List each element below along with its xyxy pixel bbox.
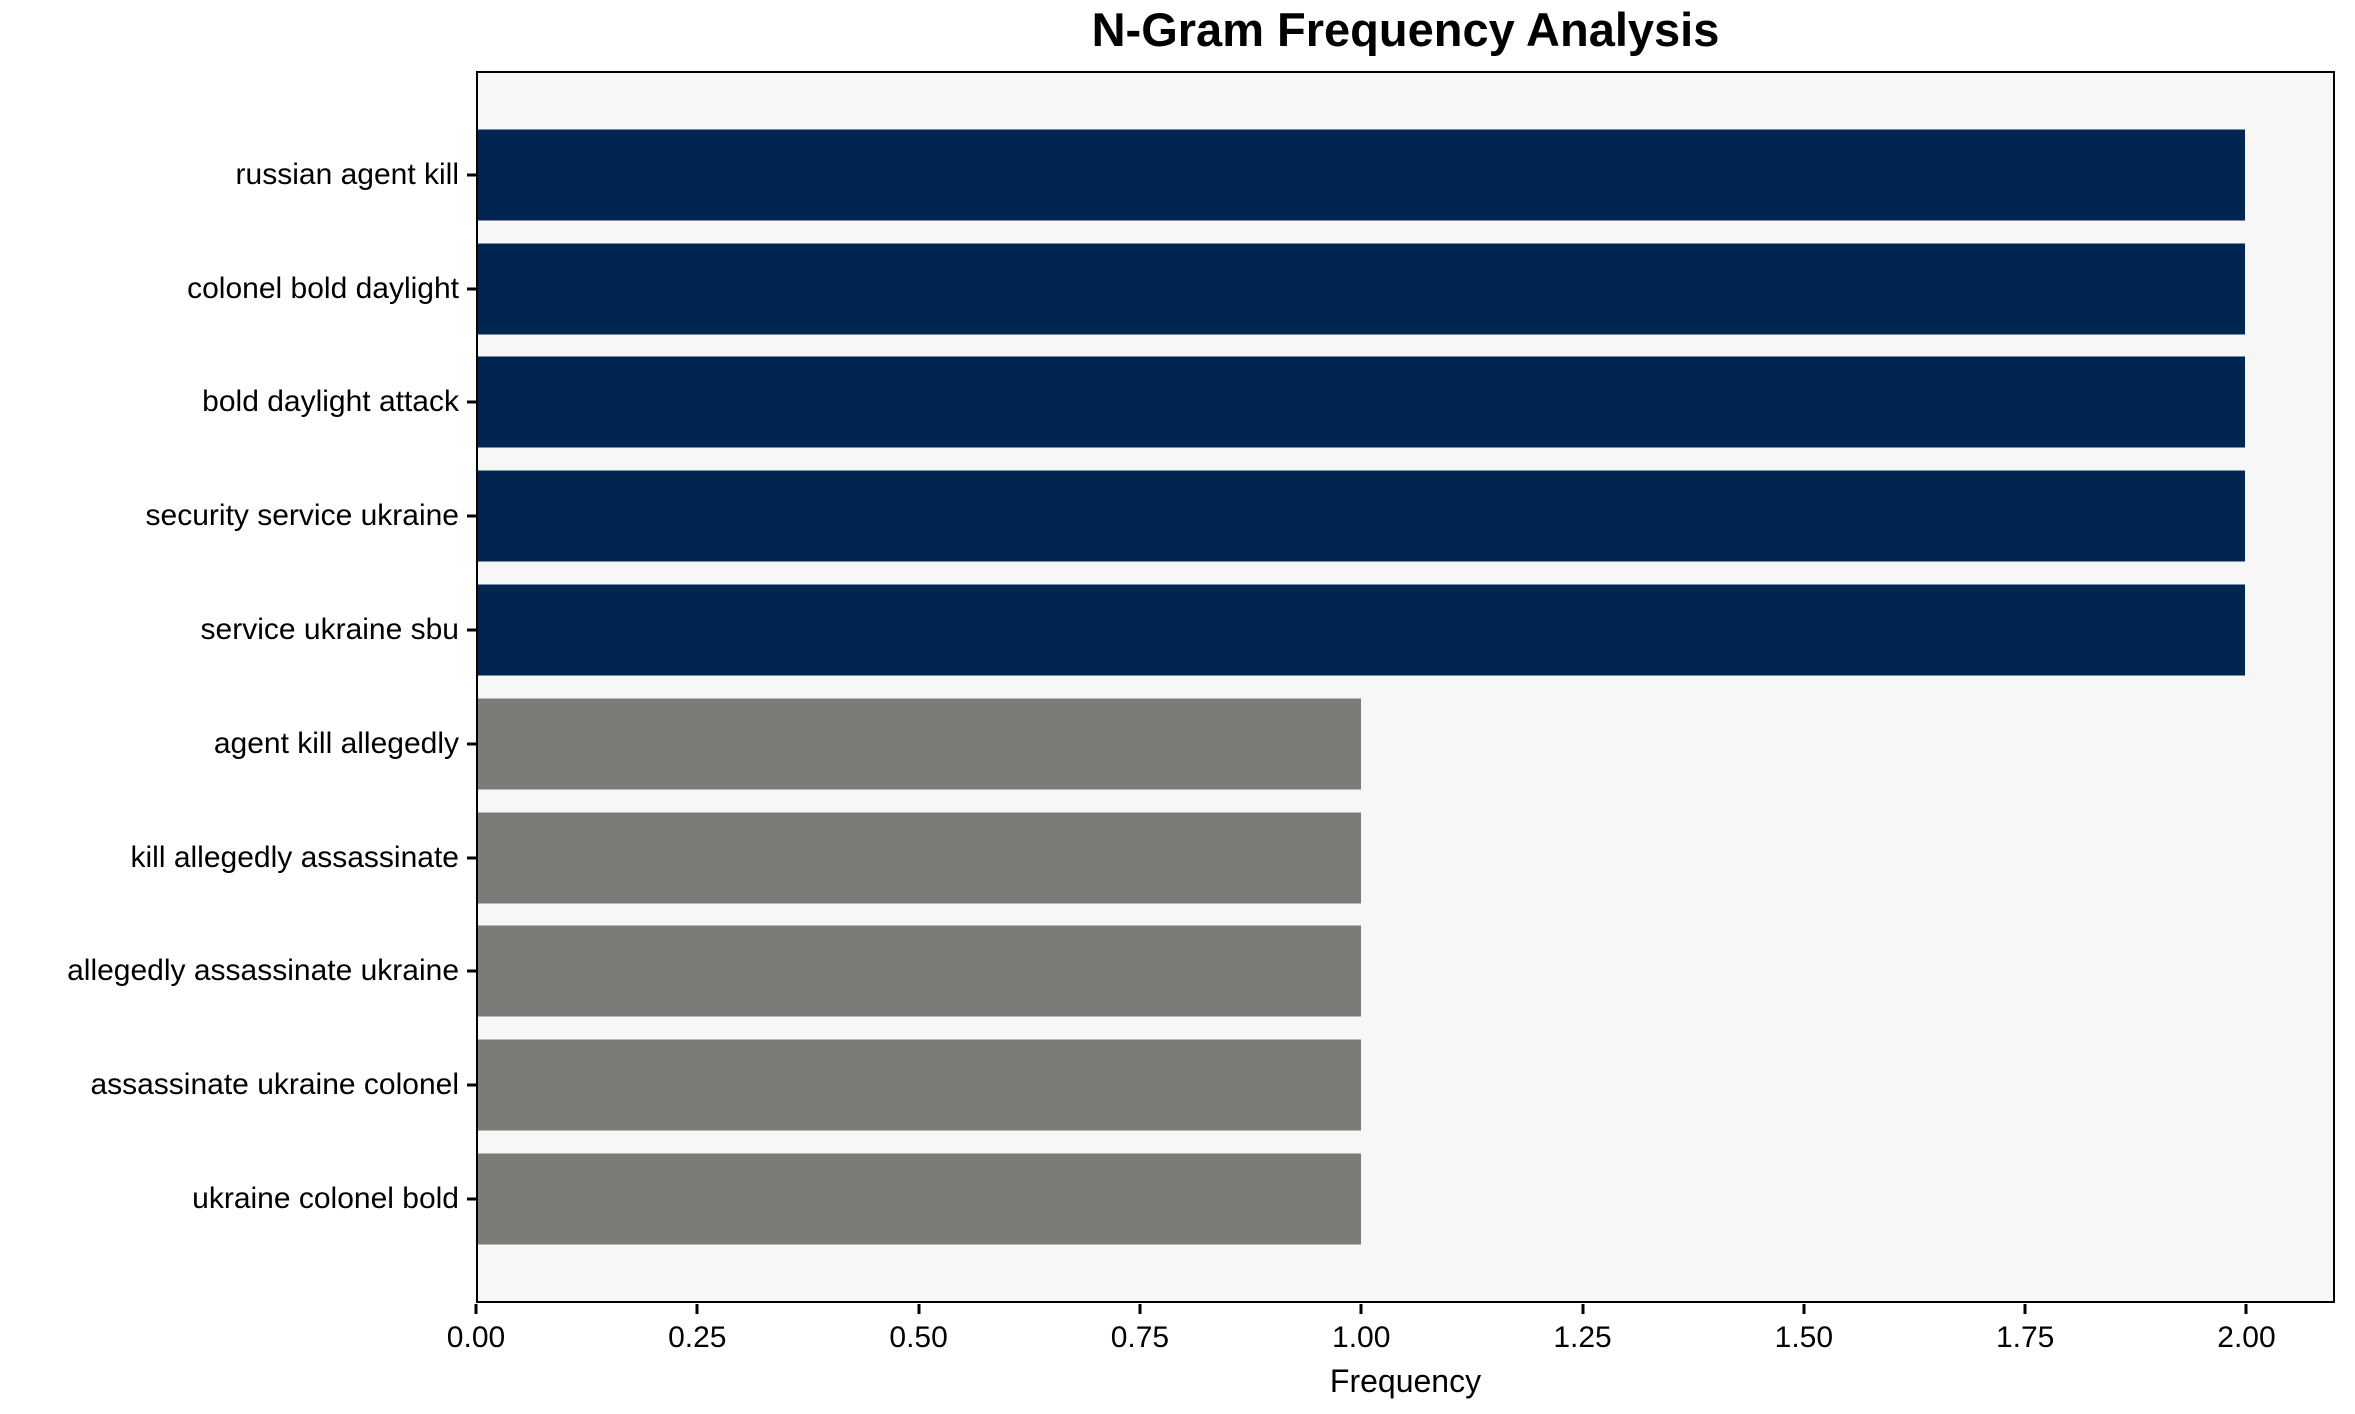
chart-title: N-Gram Frequency Analysis xyxy=(1091,3,1720,56)
x-axis-title: Frequency xyxy=(1329,1363,1482,1399)
y-tick-mark xyxy=(466,173,476,177)
x-tick-mark xyxy=(917,1304,921,1314)
bar xyxy=(478,1039,1362,1131)
x-tick-label: 0.75 xyxy=(1110,1321,1170,1354)
x-tick-label: 1.75 xyxy=(1995,1321,2055,1354)
bar-row: russian agent kill xyxy=(236,118,2333,232)
bar xyxy=(478,1153,1362,1245)
x-tick-label: 1.25 xyxy=(1553,1321,1612,1354)
x-tick-label: 2.00 xyxy=(2217,1321,2276,1354)
bar xyxy=(478,129,2245,221)
x-tick-label: 0.50 xyxy=(889,1321,948,1354)
x-tick-mark xyxy=(2244,1304,2248,1314)
bar xyxy=(478,243,2245,335)
x-tick-label: 1.50 xyxy=(1774,1321,1834,1354)
y-tick-label: allegedly assassinate ukraine xyxy=(67,954,459,988)
y-tick-mark xyxy=(466,969,476,973)
y-tick-mark xyxy=(466,628,476,632)
y-tick-mark xyxy=(466,514,476,518)
y-tick-mark xyxy=(466,742,476,746)
y-tick-label: ukraine colonel bold xyxy=(192,1182,459,1216)
x-tick-mark xyxy=(1138,1304,1142,1314)
bar-row: allegedly assassinate ukraine xyxy=(67,915,2333,1029)
y-tick-label: assassinate ukraine colonel xyxy=(90,1068,459,1102)
bar-row: kill allegedly assassinate xyxy=(130,801,2333,915)
y-tick-mark xyxy=(466,287,476,291)
x-tick-label: 0.00 xyxy=(446,1321,506,1354)
x-axis: Frequency 0.00 0.25 0.50 0.75 1.00 1.25 1.50 1.… xyxy=(447,1303,2335,1414)
bar-row: colonel bold daylight xyxy=(187,232,2333,346)
bar-row: ukraine colonel bold xyxy=(192,1142,2333,1256)
y-tick-mark xyxy=(466,400,476,404)
bar xyxy=(478,698,1362,790)
bar-row: bold daylight attack xyxy=(202,346,2333,460)
bar xyxy=(478,925,1362,1017)
y-tick-label: service ukraine sbu xyxy=(200,613,459,647)
x-tick-mark xyxy=(2023,1304,2027,1314)
plot-area: russian agent kill colonel bold daylight b… xyxy=(67,71,2335,1303)
bar-row: security service ukraine xyxy=(146,459,2333,573)
y-tick-label: russian agent kill xyxy=(235,157,459,191)
bar xyxy=(478,812,1362,904)
y-tick-label: colonel bold daylight xyxy=(187,271,459,305)
x-tick-mark xyxy=(1802,1304,1806,1314)
x-tick-label: 1.00 xyxy=(1332,1321,1391,1354)
y-tick-mark xyxy=(466,1083,476,1087)
bar xyxy=(478,356,2245,448)
y-tick-mark xyxy=(466,1197,476,1201)
x-tick-mark xyxy=(695,1304,699,1314)
x-tick-mark xyxy=(1359,1304,1363,1314)
y-tick-label: security service ukraine xyxy=(145,499,459,533)
x-tick-mark xyxy=(474,1304,478,1314)
y-tick-label: kill allegedly assassinate xyxy=(130,840,459,874)
y-tick-mark xyxy=(466,856,476,860)
bar-row: service ukraine sbu xyxy=(201,573,2333,687)
bar xyxy=(478,584,2245,676)
bar-row: agent kill allegedly xyxy=(214,687,2333,801)
x-tick-mark xyxy=(1581,1304,1585,1314)
bar xyxy=(478,470,2245,562)
y-tick-label: bold daylight attack xyxy=(202,385,459,419)
y-tick-label: agent kill allegedly xyxy=(213,726,459,760)
bar-row: assassinate ukraine colonel xyxy=(90,1028,2333,1142)
bars-region: russian agent kill colonel bold daylight b… xyxy=(67,73,2333,1301)
x-tick-label: 0.25 xyxy=(668,1321,727,1354)
